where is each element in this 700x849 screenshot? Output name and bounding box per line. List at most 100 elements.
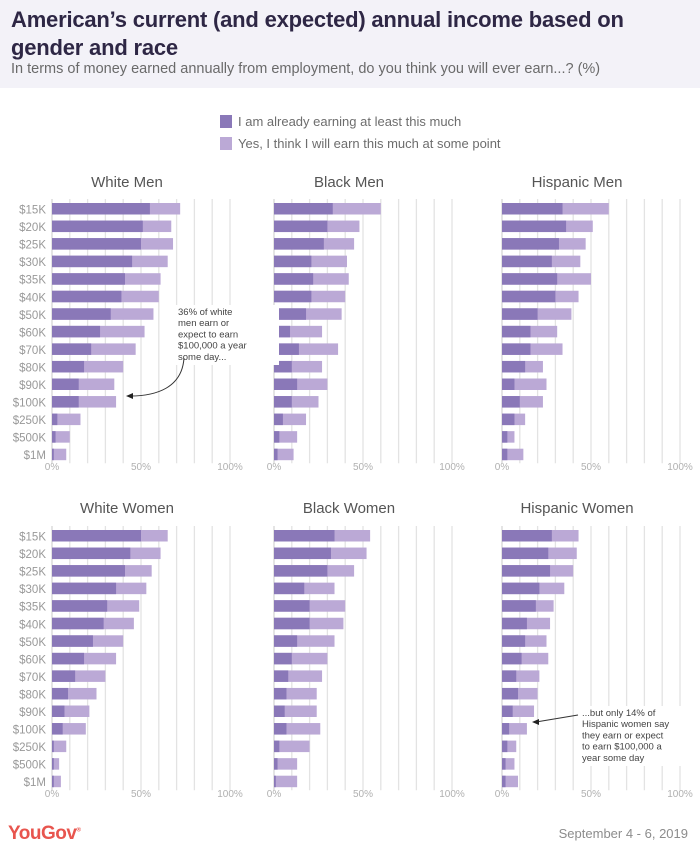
black-men-bar-already bbox=[274, 325, 291, 338]
white-men-annotation-text: some day... bbox=[178, 352, 226, 363]
white-men-bar-already bbox=[52, 273, 125, 285]
hispanic-men-bar-expect bbox=[502, 378, 547, 390]
category-label: $15K bbox=[19, 205, 46, 217]
white-women-bar-already bbox=[52, 635, 93, 647]
hispanic-men-bar-expect bbox=[502, 431, 515, 443]
black-women-bar-already bbox=[274, 582, 305, 595]
hispanic-men-bar-already bbox=[502, 448, 508, 461]
category-label: $25K bbox=[19, 240, 46, 252]
black-men-bar-already bbox=[274, 413, 283, 426]
white-men-x-tick-label: 100% bbox=[217, 462, 243, 473]
black-men-bar-expect bbox=[274, 431, 298, 443]
black-men-bar-already bbox=[274, 448, 278, 461]
hispanic-men-bar-already bbox=[502, 360, 526, 373]
black-women-bar-already bbox=[274, 758, 278, 770]
hispanic-women-bar-already bbox=[502, 775, 506, 788]
hispanic-men-x-tick-label: 50% bbox=[581, 462, 601, 473]
black-women-x-tick-label: 50% bbox=[353, 789, 373, 800]
hispanic-men-bar-already bbox=[502, 396, 520, 408]
black-men-bar-expect bbox=[274, 308, 342, 320]
category-label: $60K bbox=[19, 654, 46, 666]
black-women-panel-title: Black Women bbox=[303, 500, 395, 517]
category-label: $35K bbox=[19, 602, 46, 614]
category-label: $30K bbox=[19, 584, 46, 596]
black-men-bar-expect bbox=[274, 360, 323, 373]
white-men-bar-already bbox=[52, 325, 101, 338]
yougov-logo: YouGov® bbox=[8, 823, 81, 845]
hispanic-women-bar-already bbox=[502, 565, 551, 577]
category-label: $50K bbox=[19, 637, 46, 649]
header-band: American’s current (and expected) annual… bbox=[0, 0, 700, 88]
white-women-bar-already bbox=[52, 687, 69, 700]
black-women-bar-already bbox=[274, 530, 335, 542]
black-women-bar-already bbox=[274, 617, 310, 630]
white-men-bar-expect bbox=[52, 396, 117, 408]
white-women-x-tick-label: 50% bbox=[131, 789, 151, 800]
hispanic-men-bar-already bbox=[502, 378, 515, 390]
black-men-bar-already bbox=[274, 290, 312, 303]
hispanic-women-bar-expect bbox=[502, 758, 515, 770]
white-men-annotation-text: $100,000 a year bbox=[178, 341, 247, 352]
white-men-bar-already bbox=[52, 396, 79, 408]
black-women-bar-expect bbox=[274, 740, 310, 753]
black-women-bar-expect bbox=[274, 652, 328, 665]
white-women-bar-already bbox=[52, 723, 63, 735]
black-men-bar-already bbox=[274, 396, 292, 408]
black-women-bar-already bbox=[274, 565, 328, 577]
category-label: $80K bbox=[19, 362, 46, 374]
survey-date: September 4 - 6, 2019 bbox=[558, 826, 688, 841]
category-label: $40K bbox=[19, 292, 46, 304]
hispanic-men-bar-already bbox=[502, 290, 556, 303]
category-label: $60K bbox=[19, 327, 46, 339]
black-men-bar-expect bbox=[274, 396, 319, 408]
hispanic-women-bar-expect bbox=[502, 740, 517, 753]
white-women-bar-already bbox=[52, 530, 141, 542]
category-label: $70K bbox=[19, 672, 46, 684]
chart-subtitle: In terms of money earned annually from e… bbox=[11, 61, 601, 77]
hispanic-women-bar-already bbox=[502, 617, 527, 630]
category-label: $30K bbox=[19, 257, 46, 269]
hispanic-women-x-tick-label: 0% bbox=[495, 789, 510, 800]
hispanic-men-bar-expect bbox=[502, 448, 524, 461]
category-label: $90K bbox=[19, 380, 46, 392]
hispanic-men-bar-already bbox=[502, 255, 552, 268]
black-men-bar-already bbox=[274, 220, 328, 233]
white-men-bar-expect bbox=[52, 360, 124, 373]
white-women-x-tick-label: 100% bbox=[217, 789, 243, 800]
black-men-bar-already bbox=[274, 238, 324, 250]
white-women-bar-already bbox=[52, 617, 104, 630]
white-women-bar-already bbox=[52, 705, 65, 717]
category-label: $80K bbox=[19, 689, 46, 701]
white-men-bar-already bbox=[52, 220, 143, 233]
white-men-bar-expect bbox=[52, 413, 81, 426]
black-men-bar-expect bbox=[274, 378, 328, 390]
white-men-annotation-text: expect to earn bbox=[178, 329, 238, 340]
white-men-bar-already bbox=[52, 290, 122, 303]
white-women-bar-already bbox=[52, 670, 76, 682]
black-women-bar-already bbox=[274, 652, 292, 665]
hispanic-men-bar-already bbox=[502, 238, 559, 250]
white-men-bar-expect bbox=[52, 448, 67, 461]
legend: I am already earning at least this much … bbox=[220, 110, 501, 154]
hispanic-women-annotation-text: year some day bbox=[582, 753, 645, 764]
hispanic-women-bar-already bbox=[502, 687, 519, 700]
white-men-bar-already bbox=[52, 255, 133, 268]
white-men-bar-already bbox=[52, 343, 92, 355]
white-women-bar-already bbox=[52, 547, 131, 560]
hispanic-men-bar-already bbox=[502, 203, 563, 215]
black-men-x-tick-label: 50% bbox=[353, 462, 373, 473]
category-label: $1M bbox=[24, 450, 46, 462]
hispanic-women-bar-expect bbox=[502, 723, 527, 735]
hispanic-women-bar-already bbox=[502, 635, 526, 647]
black-men-bar-already bbox=[274, 273, 314, 285]
white-men-bar-already bbox=[52, 308, 111, 320]
black-women-bar-already bbox=[274, 600, 310, 612]
hispanic-women-annotation-text: Hispanic women say bbox=[582, 719, 669, 730]
black-men-bar-already bbox=[274, 431, 280, 443]
hispanic-women-annotation-text: to earn $100,000 a bbox=[582, 742, 662, 753]
white-men-x-tick-label: 50% bbox=[131, 462, 151, 473]
category-label: $40K bbox=[19, 619, 46, 631]
black-men-x-tick-label: 0% bbox=[267, 462, 282, 473]
black-women-x-tick-label: 100% bbox=[439, 789, 465, 800]
